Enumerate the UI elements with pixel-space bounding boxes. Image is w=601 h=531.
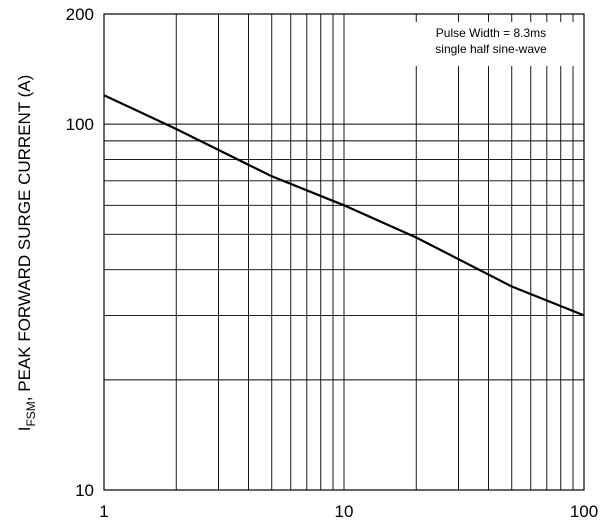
y-axis-label-sub: FSM: [24, 401, 38, 426]
x-tick-labels: 1 10 100: [99, 502, 598, 521]
y-tick-label: 100: [66, 115, 94, 134]
y-axis-label: IFSM, PEAK FORWARD SURGE CURRENT (A): [15, 75, 38, 432]
y-axis-label-main: I: [15, 427, 34, 432]
annotation-box: Pulse Width = 8.3ms single half sine-wav…: [408, 22, 574, 66]
plot-frame: [103, 13, 585, 491]
y-tick-label: 10: [75, 481, 94, 500]
y-tick-labels: 10 100 200: [66, 5, 94, 500]
x-tick-label: 100: [570, 502, 598, 521]
annotation-line-2: single half sine-wave: [435, 42, 547, 56]
y-tick-label: 200: [66, 5, 94, 24]
y-axis-label-rest: , PEAK FORWARD SURGE CURRENT (A): [15, 75, 34, 402]
annotation-line-1: Pulse Width = 8.3ms: [436, 26, 546, 40]
x-tick-label: 10: [335, 502, 354, 521]
x-tick-label: 1: [99, 502, 108, 521]
series-line: [103, 94, 585, 317]
series-group: [103, 94, 585, 317]
grid: [104, 14, 584, 490]
